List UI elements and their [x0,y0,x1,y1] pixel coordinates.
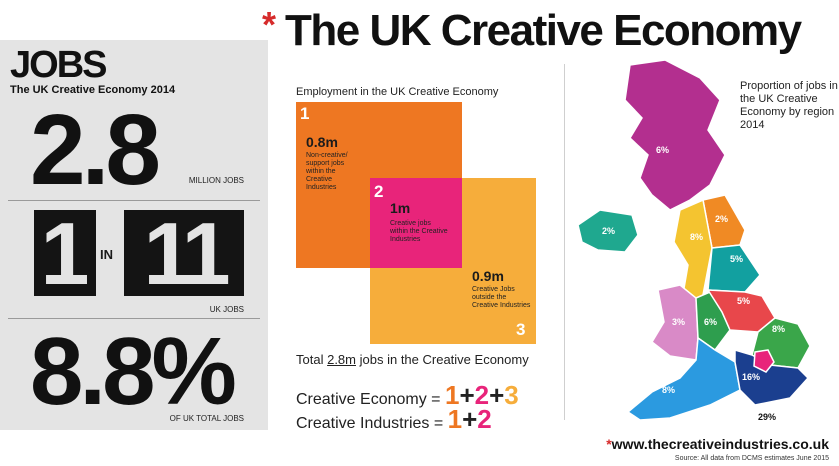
group-3-value: 0.9m [472,268,504,284]
region-label-west-midlands: 6% [704,317,717,327]
group-2-square [370,178,462,268]
formula-plus: + [462,404,478,434]
formula-term-1: 1 [444,380,460,410]
ratio-numerator: 1 [34,210,96,298]
employment-title: Employment in the UK Creative Economy [296,86,499,98]
map-divider [564,64,565,420]
stat-divider [8,200,260,201]
region-northern-ireland [577,209,639,253]
group-1-description: Non-creative/ support jobs within the Cr… [306,152,348,191]
region-london [753,349,775,373]
total-figure: 2.8m [327,352,356,367]
employment-total: Total 2.8m jobs in the Creative Economy [296,352,529,367]
creative-industries-formula: Creative Industries = 1+2 [296,404,492,435]
map-title: Proportion of jobs in the UK Creative Ec… [740,80,838,131]
title-asterisk-icon: * [262,4,277,45]
group-2-number: 2 [374,182,384,201]
group-1-value: 0.8m [306,134,338,150]
footer-asterisk-icon: * [606,436,612,452]
group-2-description: Creative jobs within the Creative Indust… [390,220,448,243]
footer-source: Source: All data from DCMS estimates Jun… [674,455,829,462]
ratio-in-label: IN [100,247,113,262]
million-jobs-value: 2.8 [30,94,161,206]
group-3-description: Creative Jobs outside the Creative Indus… [472,286,531,309]
million-jobs-label: MILLION JOBS [188,176,244,185]
formula-term-1: 1 [447,404,463,434]
region-label-london: 29% [758,412,776,422]
ratio-label: UK JOBS [209,305,244,314]
jobs-title: JOBS [10,44,107,86]
formula-label: Creative Industries = [296,415,444,432]
formula-plus: + [459,380,475,410]
region-label-north-west: 8% [690,232,703,242]
region-label-south-east: 16% [742,372,760,382]
page-title: The UK Creative Economy [285,6,802,55]
group-2-value: 1m [390,200,411,216]
region-label-east-of-england: 8% [772,324,785,334]
group-3-number: 3 [516,320,526,339]
uk-region-map: 6% 2% 2% 8% 5% 3% 6% 5% 8% 8% 16% 29% [577,60,811,422]
region-label-north-east: 2% [715,214,728,224]
region-yorkshire [707,244,761,293]
total-prefix: Total [296,352,324,367]
stat-divider [8,318,260,319]
group-1-number: 1 [300,104,310,123]
footer-url[interactable]: *www.thecreativeindustries.co.uk [606,436,829,452]
region-label-south-west: 8% [662,385,675,395]
creative-economy-formula: Creative Economy = 1+2+3 [296,380,519,411]
region-label-scotland: 6% [656,145,669,155]
formula-term-2: 2 [474,380,490,410]
region-label-wales: 3% [672,317,685,327]
total-suffix: jobs in the Creative Economy [359,352,529,367]
formula-plus: + [489,380,505,410]
formula-term-2: 2 [477,404,492,434]
region-scotland [624,60,726,211]
share-of-jobs-label: OF UK TOTAL JOBS [169,414,244,423]
jobs-subtitle: The UK Creative Economy 2014 [10,84,176,96]
region-south-west [626,336,741,421]
jobs-panel: JOBS The UK Creative Economy 2014 2.8 MI… [0,40,268,430]
footer-url-text[interactable]: www.thecreativeindustries.co.uk [611,436,829,452]
region-label-yorkshire: 5% [730,254,743,264]
formula-label: Creative Economy = [296,391,441,408]
formula-term-3: 3 [504,380,519,410]
ratio-denominator: 11 [124,210,244,298]
region-label-east-midlands: 5% [737,296,750,306]
share-of-jobs-value: 8.8% [30,318,237,425]
region-label-northern-ireland: 2% [602,226,615,236]
